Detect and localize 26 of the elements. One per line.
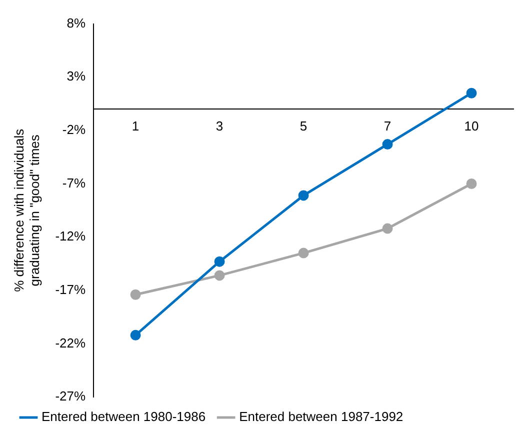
y-tick-label: 3%	[66, 68, 86, 84]
x-tick-label: 3	[216, 118, 224, 134]
point	[382, 139, 393, 150]
point	[130, 330, 141, 340]
y-axis-title: % difference with individuals graduating in "good" times	[11, 128, 42, 292]
point	[382, 223, 393, 234]
y-tick-label: -27%	[55, 388, 86, 404]
y-tick-label: -17%	[55, 282, 86, 297]
legend-label: Entered between 1980-1986	[42, 409, 206, 424]
legend-label: Entered between 1987-1992	[239, 409, 404, 424]
point	[298, 190, 309, 201]
y-tick-label: -22%	[55, 335, 86, 350]
y-tick-label: 8%	[66, 15, 86, 30]
x-tick-label: 5	[300, 118, 308, 134]
point	[214, 270, 225, 281]
point	[130, 289, 141, 300]
point	[466, 88, 477, 98]
point	[214, 256, 225, 267]
x-tick-label: 10	[464, 118, 479, 134]
y-tick-label: -12%	[55, 228, 86, 244]
y-tick-label: -2%	[62, 122, 86, 138]
x-tick-label: 7	[384, 118, 392, 134]
point	[466, 178, 477, 189]
x-tick-label: 1	[132, 118, 140, 134]
point	[298, 248, 309, 258]
y-tick-label: -7%	[62, 175, 86, 190]
